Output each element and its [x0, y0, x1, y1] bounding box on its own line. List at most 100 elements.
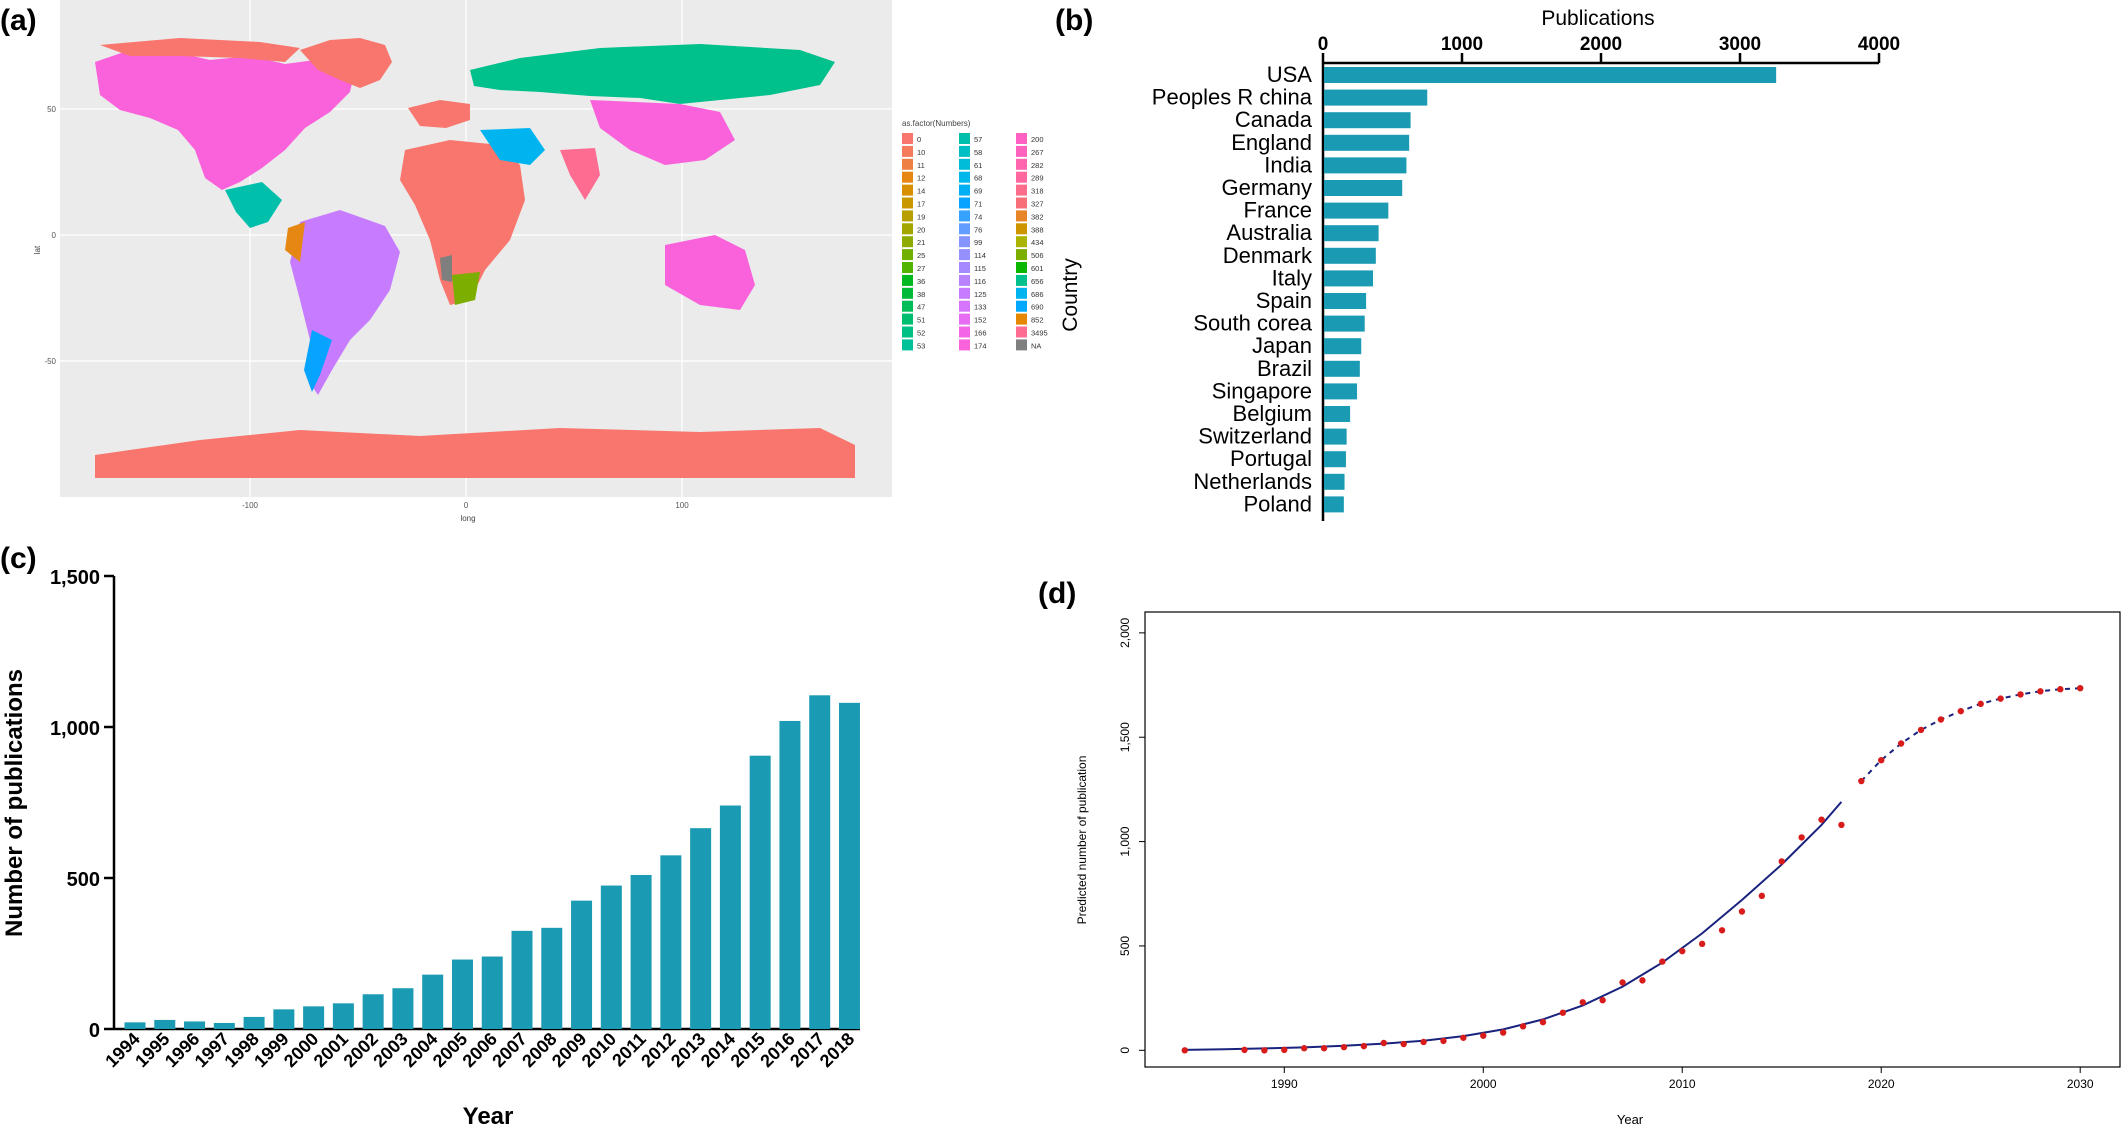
map-legend-swatch — [1016, 133, 1027, 144]
b-category-label: Belgium — [1233, 401, 1312, 426]
d-forecast-curve — [1861, 688, 2080, 781]
b-category-label: England — [1231, 130, 1312, 155]
b-bar — [1324, 451, 1346, 467]
d-observed-point — [1759, 893, 1765, 899]
d-observed-point — [1779, 858, 1785, 864]
map-legend-swatch — [1016, 185, 1027, 196]
c-bar — [303, 1006, 324, 1029]
c-bar — [512, 931, 533, 1029]
d-observed-point — [1241, 1047, 1247, 1053]
map-legend-label: 152 — [974, 316, 987, 325]
map-legend-swatch — [959, 133, 970, 144]
map-legend-swatch — [959, 301, 970, 312]
map-legend-swatch — [902, 301, 913, 312]
d-observed-point — [1460, 1035, 1466, 1041]
b-category-label: Canada — [1235, 107, 1313, 132]
map-legend-label: 686 — [1031, 290, 1044, 299]
c-bar — [809, 695, 830, 1029]
c-x-axis-label: Year — [463, 1103, 514, 1130]
d-fit-curve — [1185, 802, 1842, 1050]
map-legend-swatch — [959, 223, 970, 234]
d-observed-point — [1420, 1039, 1426, 1045]
b-category-label: Spain — [1256, 288, 1312, 313]
b-category-label: Denmark — [1223, 243, 1313, 268]
b-bar — [1324, 316, 1365, 332]
map-legend-swatch — [902, 133, 913, 144]
map-legend-label: 382 — [1031, 212, 1044, 221]
panel-label-d: (d) — [1038, 577, 1076, 610]
d-observed-point — [1599, 997, 1605, 1003]
b-bar — [1324, 338, 1361, 354]
d-observed-point — [1381, 1040, 1387, 1046]
map-legend-label: 68 — [974, 174, 982, 183]
map-legend-swatch — [902, 223, 913, 234]
c-bar — [392, 988, 413, 1029]
map-legend-label: 69 — [974, 187, 982, 196]
b-category-label: Japan — [1252, 333, 1312, 358]
map-legend-swatch — [1016, 210, 1027, 221]
b-x-tick-label: 3000 — [1719, 34, 1761, 55]
predicted-publications-chart: 1990 2000 2010 2020 2030 05001,0001,5002,000… — [1075, 612, 2120, 1127]
b-bar — [1324, 157, 1406, 173]
d-y-tick-label: 0 — [1118, 1047, 1132, 1054]
map-legend-label: 71 — [974, 200, 982, 209]
b-category-label: Australia — [1226, 220, 1312, 245]
map-legend-swatch — [902, 198, 913, 209]
c-bar — [244, 1017, 265, 1029]
map-legend-label: 133 — [974, 303, 987, 312]
map-legend-label: 58 — [974, 148, 982, 157]
c-y-tick-label: 500 — [67, 869, 100, 891]
map-legend-label: 36 — [917, 277, 925, 286]
c-y-tick-label: 1,500 — [50, 567, 100, 589]
b-category-label: USA — [1267, 62, 1313, 87]
map-legend-label: 14 — [917, 187, 925, 196]
c-y-ticks: 0 500 1,000 1,500 — [50, 567, 114, 1042]
map-legend-label: 38 — [917, 290, 925, 299]
c-bar — [422, 975, 443, 1029]
d-y-axis-label: Predicted number of publication — [1075, 756, 1089, 925]
b-bar — [1324, 406, 1350, 422]
map-legend-swatch — [1016, 314, 1027, 325]
map-legend-swatch — [902, 172, 913, 183]
d-x-tick-label: 2000 — [1470, 1077, 1497, 1091]
map-legend-swatch — [1016, 223, 1027, 234]
map-legend-swatch — [1016, 275, 1027, 286]
b-category-label: Netherlands — [1193, 469, 1312, 494]
map-legend-swatch — [902, 339, 913, 350]
map-legend-swatch — [1016, 146, 1027, 157]
b-bar — [1324, 496, 1344, 512]
map-legend-label: 282 — [1031, 161, 1044, 170]
b-category-label: Italy — [1272, 265, 1312, 290]
map-legend-swatch — [1016, 172, 1027, 183]
map-legend-label: 434 — [1031, 238, 1044, 247]
d-forecast-point — [2017, 691, 2023, 697]
c-bar — [214, 1023, 235, 1029]
d-y-tick-label: 1,000 — [1118, 826, 1132, 856]
map-legend-swatch — [902, 262, 913, 273]
b-bars — [1324, 67, 1776, 512]
d-observed-point — [1619, 979, 1625, 985]
map-legend-label: 852 — [1031, 316, 1044, 325]
b-bar — [1324, 270, 1373, 286]
c-bar — [541, 928, 562, 1029]
map-legend-swatch — [959, 262, 970, 273]
map-legend-title: as.factor(Numbers) — [902, 119, 971, 128]
map-legend-label: 200 — [1031, 135, 1044, 144]
d-observed-point — [1261, 1047, 1267, 1053]
b-bar — [1324, 67, 1776, 83]
d-y-tick-label: 2,000 — [1118, 618, 1132, 648]
d-observed-point — [1838, 822, 1844, 828]
d-observed-point — [1580, 999, 1586, 1005]
map-legend-label: 116 — [974, 277, 986, 286]
b-category-label: Peoples R china — [1152, 85, 1313, 110]
d-observed-point — [1818, 816, 1824, 822]
map-legend-label: 3495 — [1031, 329, 1048, 338]
map-legend-swatch — [959, 249, 970, 260]
map-legend-swatch — [902, 314, 913, 325]
c-y-axis-label: Number of publications — [1, 669, 28, 937]
map-legend-label: 25 — [917, 251, 925, 260]
map-x-ticks: -100 0 100 — [242, 501, 689, 510]
b-category-label: Singapore — [1212, 378, 1312, 403]
d-forecast-point — [2077, 685, 2083, 691]
